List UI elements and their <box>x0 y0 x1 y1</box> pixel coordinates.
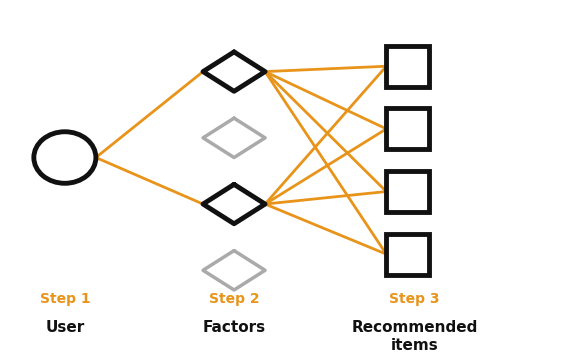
Text: Step 3: Step 3 <box>389 292 440 306</box>
Text: Step 2: Step 2 <box>209 292 259 306</box>
Text: Recommended
items: Recommended items <box>351 320 478 353</box>
Bar <box>386 45 429 87</box>
Text: Factors: Factors <box>202 320 266 335</box>
Text: Step 1: Step 1 <box>39 292 90 306</box>
Text: User: User <box>45 320 85 335</box>
Bar <box>386 233 429 275</box>
Bar <box>386 108 429 150</box>
Bar <box>386 171 429 212</box>
